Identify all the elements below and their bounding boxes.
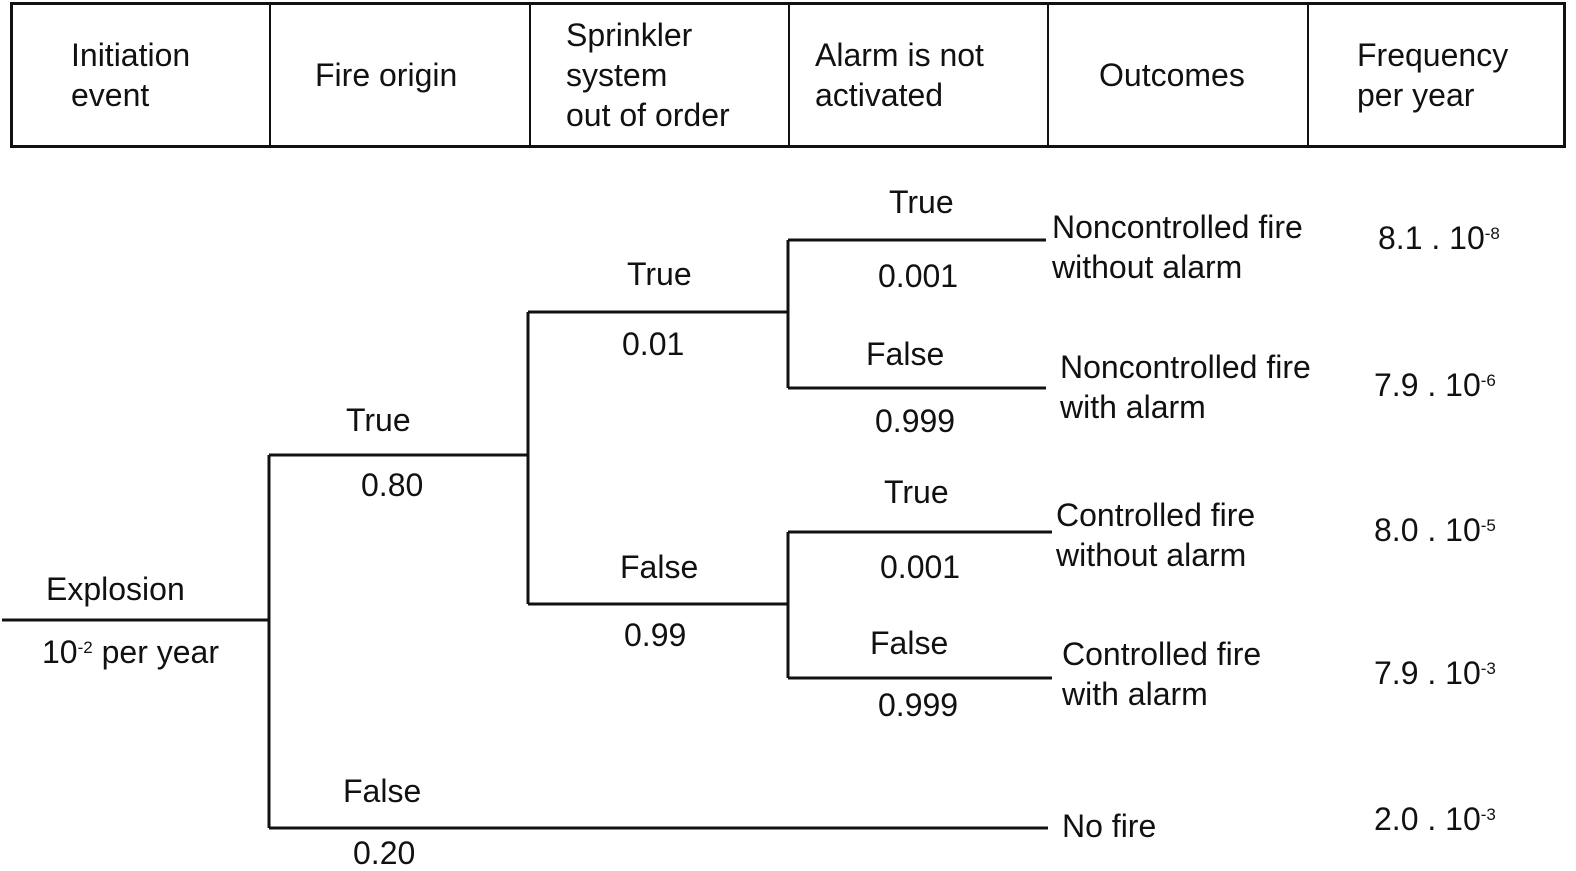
sprinkler-false-label: False	[620, 549, 699, 585]
frequency-value: 7.9 . 10-3	[1374, 655, 1496, 691]
fire-origin-true-probability: 0.80	[361, 467, 424, 503]
outcome-noncontrolled-with-alarm: Noncontrolled fire with alarm	[1060, 349, 1311, 425]
alarm-lower-true-label: True	[884, 474, 949, 510]
header-frequency-per-year: Frequency per year	[1357, 37, 1509, 113]
alarm-upper-false-label: False	[866, 336, 945, 372]
fire-origin-false-probability: 0.20	[353, 835, 416, 871]
frequency-value: 8.0 . 10-5	[1374, 512, 1496, 548]
sprinkler-true-label: True	[627, 256, 692, 292]
initiation-event-label: Explosion	[46, 571, 185, 607]
outcome-noncontrolled-without-alarm: Noncontrolled fire without alarm	[1052, 209, 1303, 285]
sprinkler-false-probability: 0.99	[624, 617, 687, 653]
header-alarm-not-activated: Alarm is not activated	[790, 5, 1049, 145]
header-fire-origin: Fire origin	[271, 5, 531, 145]
alarm-upper-true-probability: 0.001	[878, 258, 959, 294]
initiation-rate: 10-2 per year	[42, 634, 219, 670]
alarm-lower-true-probability: 0.001	[880, 549, 961, 585]
outcome-controlled-with-alarm: Controlled fire with alarm	[1062, 636, 1262, 712]
header-table: Initiation event Fire origin Sprinkler s…	[10, 2, 1566, 148]
alarm-lower-false-label: False	[870, 625, 949, 661]
header-sprinkler-out-of-order: Sprinkler system out of order	[531, 5, 790, 145]
outcome-controlled-without-alarm: Controlled fire without alarm	[1056, 497, 1256, 573]
frequency-value: 2.0 . 10-3	[1374, 801, 1496, 837]
fire-origin-false-label: False	[343, 773, 422, 809]
alarm-upper-true-label: True	[889, 184, 954, 220]
frequency-value: 8.1 . 10-8	[1378, 220, 1500, 256]
alarm-upper-false-probability: 0.999	[875, 403, 956, 439]
fire-origin-true-label: True	[346, 402, 411, 438]
frequency-value: 7.9 . 10-6	[1374, 367, 1496, 403]
header-outcomes: Outcomes	[1049, 5, 1309, 145]
header-initiation-event: Initiation event	[13, 5, 271, 145]
outcome-no-fire: No fire	[1062, 808, 1157, 844]
sprinkler-true-probability: 0.01	[622, 326, 685, 362]
alarm-lower-false-probability: 0.999	[878, 687, 959, 723]
